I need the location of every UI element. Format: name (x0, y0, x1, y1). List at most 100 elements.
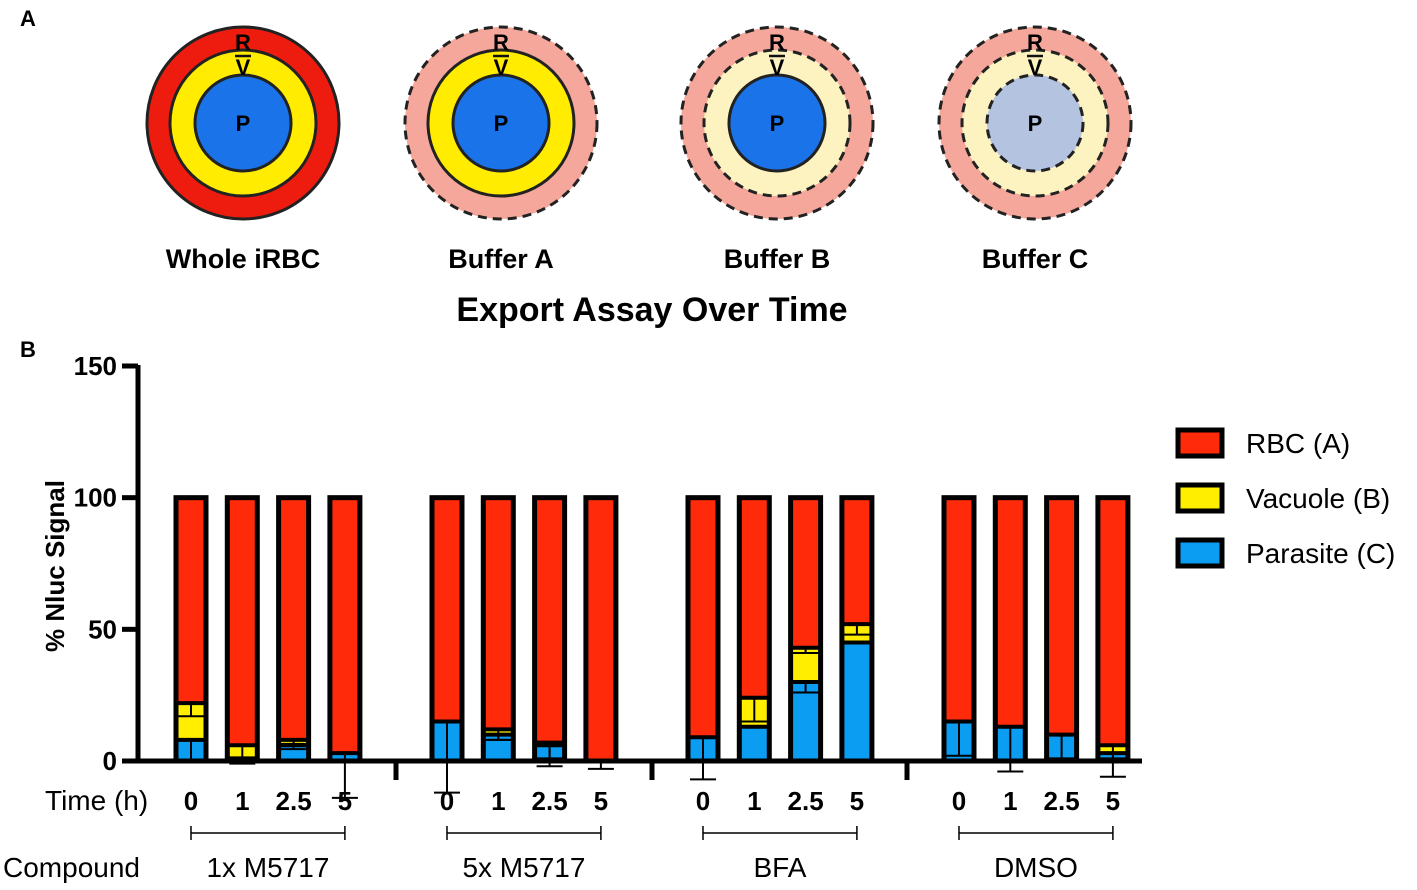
legend-label: Parasite (C) (1246, 538, 1395, 569)
time-tick-label: 5 (1106, 786, 1120, 816)
rbc-segment (483, 497, 514, 730)
diagram-caption: Whole iRBC (166, 244, 321, 274)
time-tick-label: 1 (491, 786, 505, 816)
y-tick-label: 100 (74, 483, 117, 513)
rbc-segment (739, 497, 770, 698)
rbc-segment (432, 497, 462, 722)
rbc-letter: R (1027, 30, 1043, 55)
y-tick-label: 150 (74, 351, 117, 381)
bar-outline (480, 495, 516, 764)
stacked-bar (276, 495, 312, 764)
time-tick-label: 0 (440, 786, 454, 816)
rbc-segment (1046, 497, 1077, 735)
rbc-segment (841, 497, 872, 625)
legend-label: Vacuole (B) (1246, 483, 1390, 514)
cell-diagram: RV P Buffer B (679, 25, 875, 274)
bar-group (941, 495, 1131, 778)
vacuole-letter: V (770, 55, 785, 80)
time-tick-label: 2.5 (276, 786, 312, 816)
time-tick-label: 0 (696, 786, 710, 816)
y-tick-label: 50 (88, 614, 117, 644)
legend-swatch (1175, 482, 1225, 514)
cell-diagram: RV P Buffer C (937, 25, 1133, 274)
rbc-segment (688, 497, 718, 738)
bar-outline (736, 495, 772, 764)
parasite-letter: P (770, 111, 785, 136)
y-tick-label: 0 (103, 746, 117, 776)
compound-label: 1x M5717 (206, 852, 329, 883)
stacked-bar (429, 495, 465, 794)
parasite-segment (790, 682, 821, 761)
parasite-compartment (985, 73, 1085, 173)
parasite-letter: P (236, 111, 251, 136)
chart-legend: RBC (A) Vacuole (B) Parasite (C) (1175, 427, 1395, 569)
time-tick-label: 5 (338, 786, 352, 816)
stacked-bar (839, 495, 875, 764)
rbc-letter: R (493, 30, 509, 55)
legend-label: RBC (A) (1246, 428, 1350, 459)
compound-row-label: Compound (3, 852, 140, 883)
y-axis-label: % Nluc Signal (40, 480, 70, 652)
diagram-caption: Buffer A (448, 244, 554, 274)
bar-outline (1044, 495, 1080, 764)
rbc-segment (995, 497, 1026, 727)
compound-label: 5x M5717 (462, 852, 585, 883)
time-row-label: Time (h) (45, 785, 148, 816)
stacked-bar (224, 495, 260, 765)
rbc-letter: R (769, 30, 785, 55)
panel-a-label: A (20, 6, 36, 31)
stacked-bar (327, 495, 363, 799)
time-tick-label: 1 (235, 786, 249, 816)
cell-diagram: RV P Buffer A (403, 25, 599, 274)
rbc-letter: R (235, 30, 251, 55)
bar-outline (276, 495, 312, 764)
rbc-segment (944, 497, 974, 722)
parasite-segment (739, 726, 770, 761)
bar-group (173, 495, 363, 799)
stacked-bar (941, 495, 977, 764)
vacuole-letter: V (236, 55, 251, 80)
stacked-bar (736, 495, 772, 764)
rbc-segment (227, 497, 258, 746)
parasite-compartment (193, 73, 293, 173)
compound-label: BFA (753, 852, 806, 883)
rbc-segment (1097, 497, 1128, 746)
parasite-letter: P (1028, 111, 1043, 136)
stacked-bar (1044, 495, 1080, 764)
bar-outline (941, 495, 977, 764)
stacked-bar (685, 495, 721, 781)
chart-title: Export Assay Over Time (456, 291, 847, 329)
stacked-bar (788, 495, 824, 764)
time-tick-label: 2.5 (1044, 786, 1080, 816)
panel-b-label: B (20, 337, 36, 362)
rbc-segment (585, 497, 616, 761)
bar-outline (788, 495, 824, 764)
bar-group (429, 495, 619, 794)
time-tick-label: 1 (1003, 786, 1017, 816)
rbc-segment (278, 497, 309, 740)
chart-bars (173, 495, 1131, 799)
vacuole-letter: V (1028, 55, 1043, 80)
bar-outline (839, 495, 875, 764)
parasite-compartment (451, 73, 551, 173)
stacked-bar (532, 495, 568, 768)
diagram-caption: Buffer C (982, 244, 1089, 274)
bar-group (685, 495, 875, 781)
cell-diagram: RV P Whole iRBC (145, 25, 341, 274)
rbc-segment (790, 497, 821, 648)
parasite-letter: P (494, 111, 509, 136)
stacked-bar (1095, 495, 1131, 778)
diagram-caption: Buffer B (724, 244, 831, 274)
stacked-bar (480, 495, 516, 764)
time-tick-label: 5 (850, 786, 864, 816)
parasite-segment (841, 642, 872, 761)
legend-swatch (1175, 537, 1225, 569)
parasite-compartment (727, 73, 827, 173)
stacked-bar (173, 495, 209, 764)
rbc-segment (176, 497, 206, 704)
time-tick-label: 0 (184, 786, 198, 816)
time-tick-label: 0 (952, 786, 966, 816)
stacked-bar (992, 495, 1028, 773)
